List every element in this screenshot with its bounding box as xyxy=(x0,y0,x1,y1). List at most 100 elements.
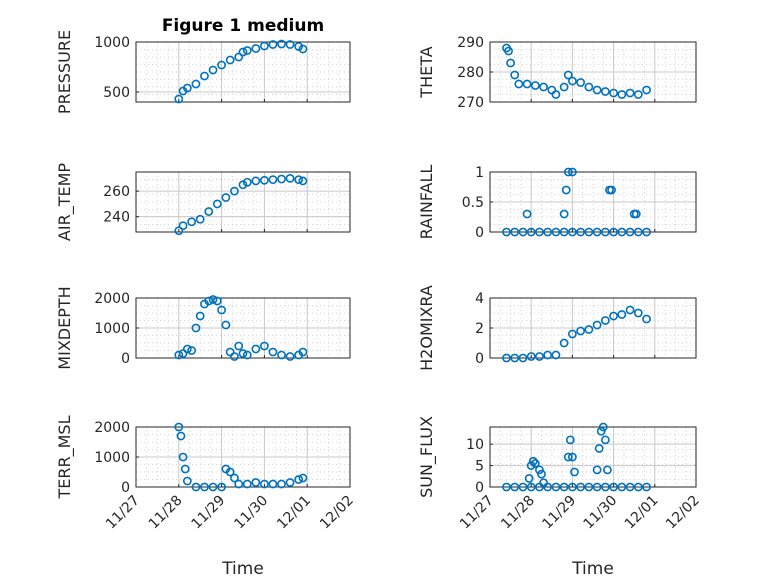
data-point xyxy=(234,52,244,62)
data-point xyxy=(568,227,577,237)
data-point xyxy=(204,207,214,216)
data-point xyxy=(195,311,205,321)
data-point xyxy=(298,176,308,186)
data-point xyxy=(242,177,252,187)
data-point xyxy=(625,227,635,237)
y-tick-label: 2000 xyxy=(94,291,130,307)
data-point xyxy=(191,79,201,89)
data-point xyxy=(238,47,248,57)
data-point xyxy=(551,90,561,99)
data-point xyxy=(174,94,184,104)
data-point xyxy=(259,41,269,51)
data-point xyxy=(642,227,651,237)
data-point xyxy=(539,82,548,92)
data-point xyxy=(617,90,627,99)
data-point xyxy=(187,346,197,355)
data-point xyxy=(607,185,616,195)
data-point xyxy=(242,350,252,360)
data-point xyxy=(518,353,528,363)
data-point xyxy=(510,353,520,363)
data-point xyxy=(178,221,188,231)
x-tick-label: 11/30 xyxy=(581,493,621,533)
x-axis-label: Time xyxy=(221,559,264,579)
y-axis-label: RAINFALL xyxy=(417,165,436,240)
data-point xyxy=(565,435,575,445)
x-tick-label: 11/28 xyxy=(146,493,186,533)
data-point xyxy=(522,79,532,89)
data-point xyxy=(277,39,286,49)
y-tick-label: 1000 xyxy=(94,450,130,466)
axes-border xyxy=(135,171,351,233)
data-point xyxy=(208,295,218,304)
data-point xyxy=(217,305,226,315)
data-point xyxy=(212,199,222,209)
data-point xyxy=(504,46,513,56)
data-point xyxy=(506,58,515,68)
data-point xyxy=(502,227,511,237)
data-point xyxy=(609,311,618,321)
data-point xyxy=(502,482,511,492)
x-tick-label: 11/28 xyxy=(498,493,538,533)
data-point xyxy=(584,82,594,92)
y-tick-label: 500 xyxy=(103,85,130,101)
panel-terr_msl: 11/27 11/28 11/29 11/30 12/01 12/02 0 1000 2000 T… xyxy=(55,415,357,579)
data-point xyxy=(217,482,226,492)
data-point xyxy=(570,467,579,477)
data-point xyxy=(225,55,235,65)
data-point xyxy=(285,352,295,361)
data-point xyxy=(559,482,569,492)
data-point xyxy=(285,478,295,487)
panel-air_temp: 240 260 AIR_TEMP xyxy=(55,163,351,241)
y-tick-label: 10 xyxy=(466,437,484,453)
data-point xyxy=(631,209,641,219)
data-point xyxy=(204,296,214,306)
data-point xyxy=(277,350,286,360)
data-point xyxy=(633,227,643,237)
data-point xyxy=(576,326,586,336)
data-point xyxy=(524,474,534,483)
y-tick-label: 280 xyxy=(457,65,484,81)
y-axis-label: H2OMIXRA xyxy=(417,285,436,371)
data-point xyxy=(563,167,573,177)
data-point xyxy=(576,482,586,492)
x-tick-label: 12/01 xyxy=(274,493,314,533)
data-point xyxy=(576,227,586,237)
data-point xyxy=(559,227,569,237)
data-point xyxy=(600,482,610,492)
data-point xyxy=(225,467,235,477)
y-tick-label: 5 xyxy=(475,459,484,475)
x-tick-label: 11/30 xyxy=(231,493,271,533)
data-point xyxy=(563,452,573,462)
x-tick-label: 12/02 xyxy=(663,493,703,533)
data-point xyxy=(592,85,602,95)
y-tick-label: 0 xyxy=(475,351,484,367)
chart-title: Figure 1 medium xyxy=(162,16,324,36)
data-point xyxy=(543,227,553,237)
data-point xyxy=(200,482,209,492)
data-point xyxy=(294,475,304,484)
data-point xyxy=(514,79,524,89)
data-point xyxy=(510,227,520,237)
data-point xyxy=(584,482,594,492)
y-axis-label: SUN_FLUX xyxy=(417,416,437,498)
data-point xyxy=(221,193,231,202)
data-point xyxy=(238,180,248,190)
data-point xyxy=(600,316,610,325)
axes-border xyxy=(135,426,351,488)
data-point xyxy=(208,65,218,75)
data-point xyxy=(568,329,577,339)
y-tick-label: 0 xyxy=(121,351,130,367)
x-tick-label: 12/01 xyxy=(622,493,662,533)
data-point xyxy=(530,81,540,90)
data-point xyxy=(298,473,308,483)
data-point xyxy=(537,469,546,479)
data-point xyxy=(285,40,295,49)
data-point xyxy=(208,482,218,492)
data-point xyxy=(294,42,304,51)
data-point xyxy=(234,341,244,351)
panel-pressure: 500 1000 PRESSURE Figure 1 medium xyxy=(55,16,351,114)
data-point xyxy=(617,310,627,319)
data-point xyxy=(259,341,269,351)
panel-h2omixra: 0 2 4 H2OMIXRA xyxy=(417,285,697,371)
